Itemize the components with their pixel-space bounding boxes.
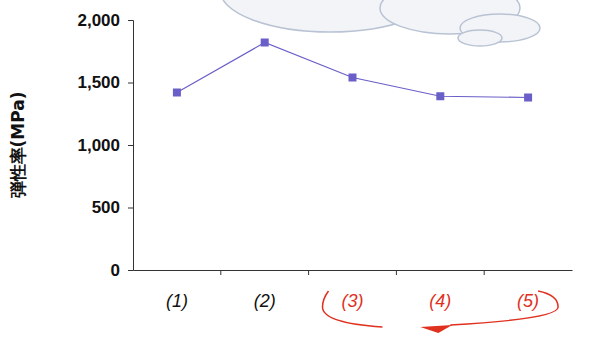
x-tick: (3): [342, 270, 364, 311]
x-tick-label: (5): [517, 291, 539, 311]
y-tick: 2,000: [77, 11, 133, 30]
arrow-curve: [450, 291, 558, 325]
x-tick: (4): [429, 270, 451, 311]
x-separator: [220, 270, 221, 275]
x-tick-label: (4): [429, 291, 451, 311]
marker: [173, 89, 181, 97]
y-tick-mark: [128, 208, 133, 209]
marker: [524, 94, 532, 102]
marker: [349, 74, 357, 82]
x-separator: [308, 270, 309, 275]
y-tick-label: 0: [111, 261, 120, 280]
y-tick: 0: [111, 261, 133, 280]
x-separator: [484, 270, 485, 275]
x-tick-label: (2): [254, 291, 276, 311]
y-tick-mark: [128, 83, 133, 84]
y-tick: 1,500: [77, 73, 133, 92]
y-tick: 1,000: [77, 136, 133, 155]
y-tick: 500: [92, 198, 133, 217]
x-tick: (2): [254, 270, 276, 311]
y-axis: 0 500 1,000 1,500 2,000: [77, 11, 133, 280]
y-tick-label: 1,500: [77, 73, 120, 92]
y-tick-label: 1,000: [77, 136, 120, 155]
x-axis: (1) (2) (3) (4) (5): [134, 270, 573, 311]
plot-area: [173, 39, 532, 102]
x-separator: [396, 270, 397, 275]
line: [177, 43, 528, 98]
arrow-curve: [323, 291, 383, 327]
arrow-head: [420, 325, 452, 333]
y-tick-label: 2,000: [77, 11, 120, 30]
y-tick-mark: [128, 145, 133, 146]
marker: [261, 39, 269, 47]
marker: [436, 92, 444, 100]
y-tick-mark: [128, 20, 133, 21]
x-tick: (1): [166, 270, 188, 311]
cloud-decoration: [220, 0, 540, 46]
chart: 0 500 1,000 1,500 2,000 (1) (2) (3) (4) (5) 弾性率(MP…: [0, 0, 605, 337]
x-axis-line: [134, 270, 573, 271]
y-tick-label: 500: [92, 198, 120, 217]
y-tick-mark: [128, 270, 133, 271]
cloud-part: [458, 30, 502, 46]
y-axis-title: 弾性率(MPa): [8, 92, 28, 199]
x-tick: (5): [517, 270, 539, 311]
x-tick-label: (1): [166, 291, 188, 311]
y-axis-line: [128, 21, 134, 271]
x-tick-label: (3): [342, 291, 364, 311]
